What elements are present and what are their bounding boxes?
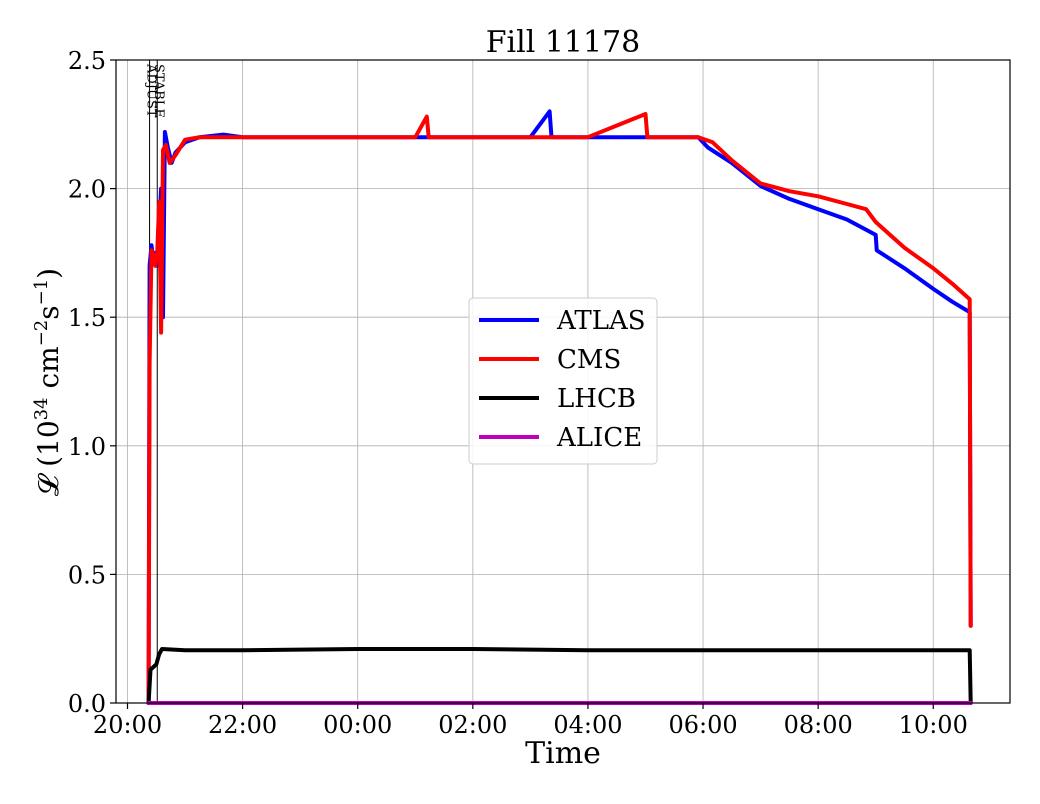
- axis-ticks: 20:00 22:00 00:00 02:00 04:00 06:00 08:00 10:00…: [68, 47, 968, 739]
- y-axis-label-exp2: −2: [31, 320, 52, 347]
- x-tick-label: 08:00: [784, 711, 853, 739]
- phase-marker-label: ADJUST: [144, 63, 159, 118]
- x-tick-label: 00:00: [323, 711, 392, 739]
- x-tick-label: 22:00: [208, 711, 277, 739]
- y-tick-label: 2.5: [68, 47, 106, 75]
- legend-label: CMS: [557, 345, 621, 375]
- legend-label: ALICE: [556, 423, 642, 453]
- plot-frame: [115, 59, 1011, 704]
- series-line-lhcb: [146, 647, 973, 705]
- y-axis-label-suffix: ): [32, 268, 65, 279]
- y-tick-label: 2.0: [68, 176, 106, 204]
- series-line-cms: [146, 112, 973, 705]
- x-tick-label: 06:00: [668, 711, 737, 739]
- y-tick-label: 1.0: [68, 433, 106, 461]
- y-axis-label-exp3: −1: [31, 279, 52, 306]
- legend: ATLAS CMS LHCB ALICE: [468, 297, 658, 465]
- legend-label: ATLAS: [556, 306, 646, 336]
- y-axis-label-mid: cm: [32, 346, 65, 397]
- y-axis-label-prefix: 𝓛 (10: [32, 420, 65, 496]
- y-axis-label: 𝓛 (1034 cm−2s−1): [31, 268, 65, 496]
- x-axis-label: Time: [525, 736, 601, 771]
- legend-label: LHCB: [557, 384, 636, 414]
- chart-title: Fill 11178: [486, 25, 641, 60]
- x-tick-label: 10:00: [899, 711, 968, 739]
- x-tick-label: 02:00: [438, 711, 507, 739]
- y-tick-label: 1.5: [68, 304, 106, 332]
- legend-box: [468, 297, 658, 465]
- y-tick-label: 0.5: [68, 561, 106, 589]
- phase-marker-label: STABLE: [151, 64, 166, 118]
- x-tick-label: 04:00: [553, 711, 622, 739]
- y-axis-label-exp1: 34: [31, 397, 52, 420]
- y-axis-label-mid2: s: [32, 305, 65, 319]
- y-tick-label: 0.0: [68, 690, 106, 718]
- x-tick-label: 20:00: [93, 711, 162, 739]
